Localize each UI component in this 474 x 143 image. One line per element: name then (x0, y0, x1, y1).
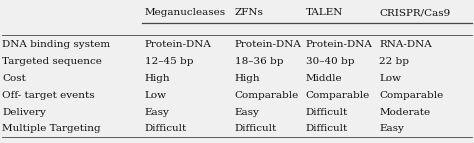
Text: TALEN: TALEN (306, 8, 343, 17)
Text: DNA binding system: DNA binding system (2, 40, 110, 49)
Text: Difficult: Difficult (235, 124, 277, 133)
Text: CRISPR/Cas9: CRISPR/Cas9 (379, 8, 450, 17)
Text: High: High (145, 74, 170, 83)
Text: 30–40 bp: 30–40 bp (306, 57, 354, 66)
Text: Off- target events: Off- target events (2, 91, 95, 100)
Text: Easy: Easy (379, 124, 404, 133)
Text: Difficult: Difficult (306, 124, 348, 133)
Text: Protein-DNA: Protein-DNA (306, 40, 373, 49)
Text: Targeted sequence: Targeted sequence (2, 57, 102, 66)
Text: Comparable: Comparable (379, 91, 444, 100)
Text: Multiple Targeting: Multiple Targeting (2, 124, 101, 133)
Text: Low: Low (379, 74, 401, 83)
Text: Moderate: Moderate (379, 108, 430, 117)
Text: 12–45 bp: 12–45 bp (145, 57, 193, 66)
Text: High: High (235, 74, 260, 83)
Text: Difficult: Difficult (145, 124, 187, 133)
Text: Easy: Easy (235, 108, 259, 117)
Text: Difficult: Difficult (306, 108, 348, 117)
Text: RNA-DNA: RNA-DNA (379, 40, 432, 49)
Text: Meganucleases: Meganucleases (145, 8, 226, 17)
Text: Comparable: Comparable (235, 91, 299, 100)
Text: Low: Low (145, 91, 166, 100)
Text: Comparable: Comparable (306, 91, 370, 100)
Text: ZFNs: ZFNs (235, 8, 264, 17)
Text: Middle: Middle (306, 74, 342, 83)
Text: 22 bp: 22 bp (379, 57, 409, 66)
Text: 18–36 bp: 18–36 bp (235, 57, 283, 66)
Text: Easy: Easy (145, 108, 169, 117)
Text: Cost: Cost (2, 74, 26, 83)
Text: Delivery: Delivery (2, 108, 46, 117)
Text: Protein-DNA: Protein-DNA (145, 40, 211, 49)
Text: Protein-DNA: Protein-DNA (235, 40, 301, 49)
